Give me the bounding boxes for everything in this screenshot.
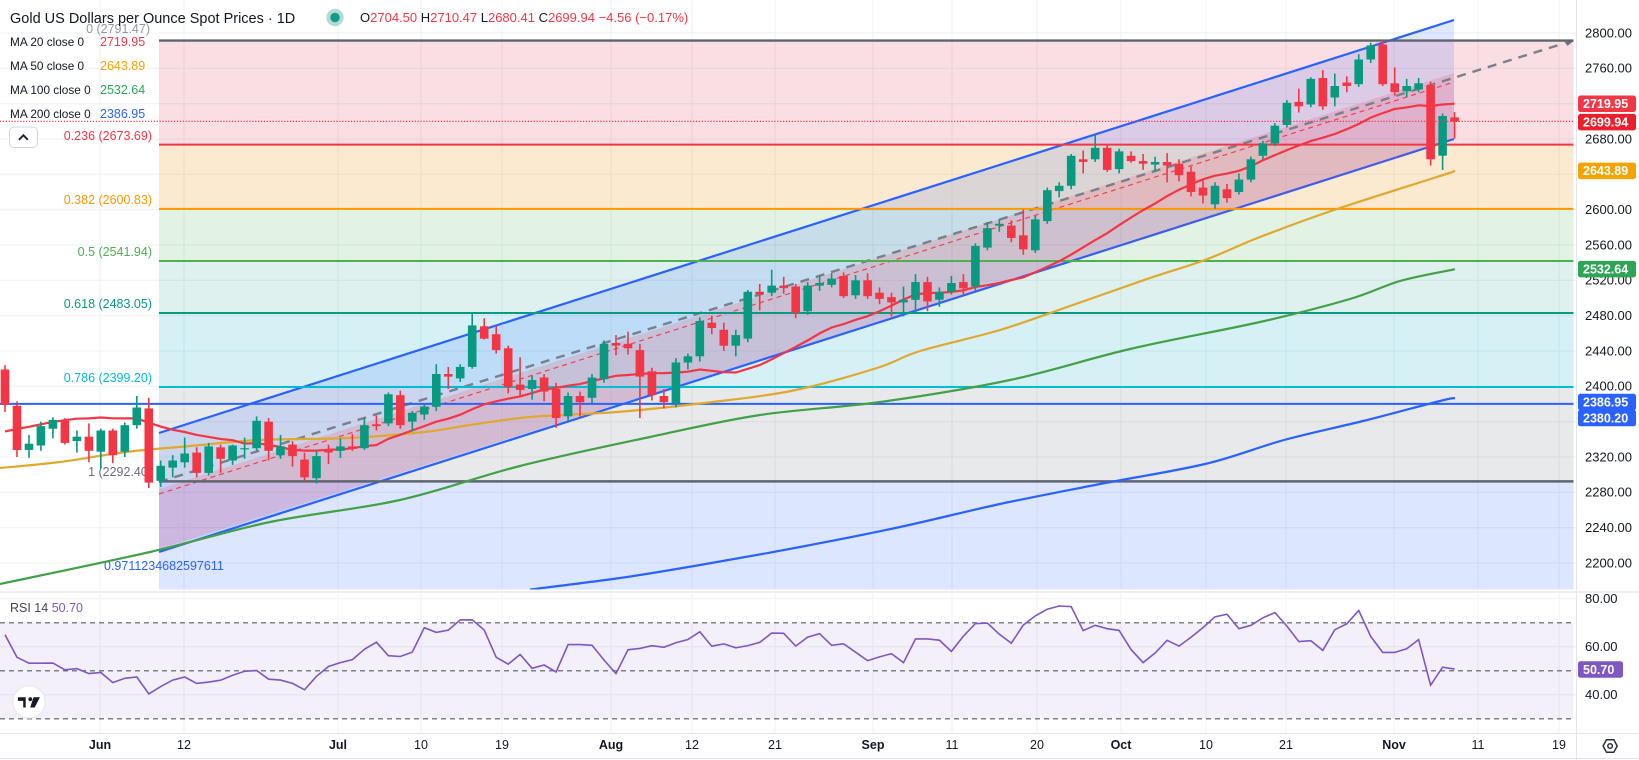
svg-text:11: 11 (946, 738, 959, 752)
svg-text:2680.00: 2680.00 (1585, 131, 1632, 146)
svg-text:MA 20 close 0: MA 20 close 0 (10, 35, 85, 49)
svg-text:2200.00: 2200.00 (1585, 555, 1632, 570)
svg-text:2386.95: 2386.95 (100, 107, 145, 121)
svg-text:0.786 (2399.20): 0.786 (2399.20) (64, 371, 152, 385)
svg-text:Gold US Dollars per Ounce Spot: Gold US Dollars per Ounce Spot Prices · … (10, 11, 295, 27)
svg-text:1 (2292.40): 1 (2292.40) (88, 465, 152, 479)
svg-text:0.618 (2483.05): 0.618 (2483.05) (64, 297, 152, 311)
svg-text:2440.00: 2440.00 (1585, 343, 1632, 358)
svg-text:0.382 (2600.83): 0.382 (2600.83) (64, 193, 152, 207)
svg-text:40.00: 40.00 (1585, 687, 1618, 702)
svg-text:2560.00: 2560.00 (1585, 237, 1632, 252)
svg-text:MA 200 close 0: MA 200 close 0 (10, 107, 91, 121)
svg-text:0.9711234682597611: 0.9711234682597611 (104, 559, 224, 573)
svg-text:2320.00: 2320.00 (1585, 449, 1632, 464)
svg-text:2280.00: 2280.00 (1585, 485, 1632, 500)
svg-text:19: 19 (1552, 738, 1566, 752)
svg-text:2532.64: 2532.64 (100, 83, 145, 97)
svg-text:0.236 (2673.69): 0.236 (2673.69) (64, 129, 152, 143)
svg-text:20: 20 (1030, 738, 1044, 752)
svg-text:10: 10 (1199, 738, 1213, 752)
svg-text:Oct: Oct (1111, 738, 1133, 752)
svg-text:2386.95: 2386.95 (1583, 395, 1628, 409)
svg-text:0 (2791.47): 0 (2791.47) (86, 22, 150, 36)
svg-text:2699.94: 2699.94 (1583, 116, 1628, 130)
svg-text:2719.95: 2719.95 (100, 35, 145, 49)
svg-text:80.00: 80.00 (1585, 591, 1618, 606)
svg-text:Jul: Jul (329, 738, 347, 752)
svg-text:2380.20: 2380.20 (1583, 411, 1628, 425)
svg-text:Aug: Aug (599, 738, 623, 752)
svg-text:11: 11 (1472, 738, 1485, 752)
svg-text:10: 10 (414, 738, 428, 752)
svg-text:2600.00: 2600.00 (1585, 202, 1632, 217)
svg-text:2400.00: 2400.00 (1585, 379, 1632, 394)
svg-text:21: 21 (1279, 738, 1293, 752)
svg-text:2760.00: 2760.00 (1585, 61, 1632, 76)
svg-text:2480.00: 2480.00 (1585, 308, 1632, 323)
svg-text:MA 100 close 0: MA 100 close 0 (10, 83, 91, 97)
svg-text:12: 12 (177, 738, 191, 752)
svg-text:50.70: 50.70 (1583, 663, 1614, 677)
svg-text:2719.95: 2719.95 (1583, 97, 1628, 111)
svg-text:2800.00: 2800.00 (1585, 25, 1632, 40)
svg-text:2643.89: 2643.89 (100, 59, 145, 73)
svg-text:RSI 14 50.70: RSI 14 50.70 (10, 601, 83, 615)
svg-text:2643.89: 2643.89 (1583, 164, 1628, 178)
svg-text:MA 50 close 0: MA 50 close 0 (10, 59, 85, 73)
svg-text:Sep: Sep (862, 738, 885, 752)
svg-text:0.5 (2541.94): 0.5 (2541.94) (78, 245, 152, 259)
svg-text:19: 19 (495, 738, 509, 752)
svg-text:12: 12 (685, 738, 699, 752)
svg-text:60.00: 60.00 (1585, 639, 1618, 654)
svg-text:21: 21 (768, 738, 782, 752)
svg-text:2240.00: 2240.00 (1585, 520, 1632, 535)
svg-text:2532.64: 2532.64 (1583, 263, 1628, 277)
svg-text:O2704.50 H2710.47 L2680.41 C26: O2704.50 H2710.47 L2680.41 C2699.94 −4.5… (360, 10, 688, 25)
svg-text:Nov: Nov (1382, 738, 1406, 752)
svg-text:Jun: Jun (89, 738, 111, 752)
